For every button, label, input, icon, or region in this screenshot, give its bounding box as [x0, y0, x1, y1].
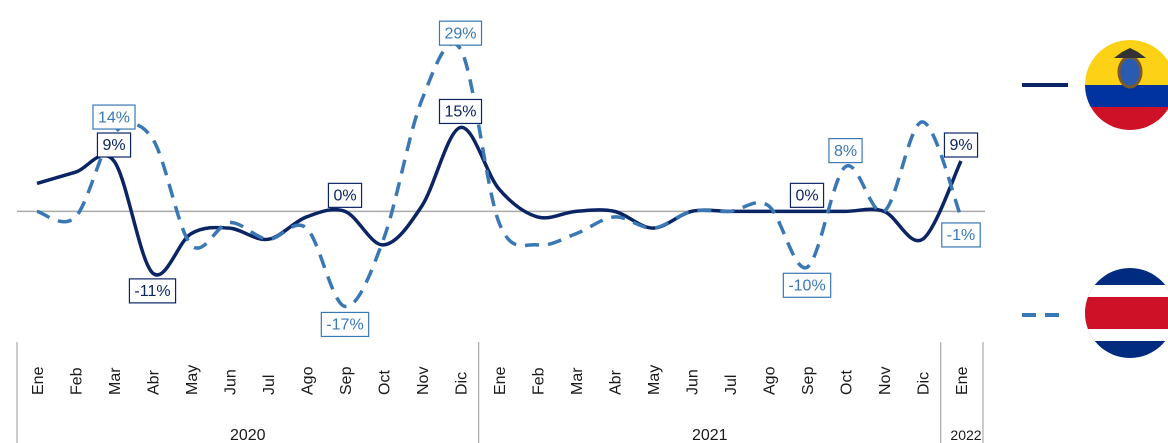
data-label-text: 14%: [98, 109, 130, 126]
data-label: 0%: [789, 182, 825, 208]
x-tick-label: Abr: [146, 369, 163, 395]
x-tick-label: Sep: [800, 366, 817, 395]
x-tick-label: Feb: [69, 367, 86, 395]
year-label: 2020: [230, 427, 266, 443]
data-label-text: -11%: [134, 283, 170, 300]
x-tick-label: Oct: [377, 370, 394, 395]
data-label-text: -17%: [326, 317, 363, 334]
x-tick-label: Nov: [877, 367, 894, 395]
data-label-text: 15%: [444, 104, 476, 121]
series-line: [36, 41, 963, 309]
series-line: [36, 125, 963, 277]
data-label-text: 0%: [333, 188, 356, 205]
x-tick-label: Ene: [30, 366, 47, 395]
data-label-text: 0%: [795, 188, 818, 205]
x-tick-label: Ene: [954, 366, 971, 395]
data-label: 14%: [92, 104, 136, 130]
data-label-box: [941, 222, 981, 248]
x-tick-label: Sep: [338, 366, 355, 395]
x-tick-label: May: [184, 365, 201, 395]
legend: [1022, 40, 1168, 358]
data-label-box: [943, 132, 979, 158]
x-tick-label: Mar: [107, 367, 124, 395]
x-tick-label: Nov: [415, 367, 432, 395]
x-tick-label: Jul: [261, 375, 278, 395]
x-tick-label: Oct: [839, 370, 856, 395]
data-label-box: [327, 182, 363, 208]
data-label-box: [782, 272, 832, 298]
data-label-box: [828, 138, 863, 164]
x-tick-label: Mar: [569, 367, 586, 395]
data-label-text: 29%: [444, 25, 476, 42]
flag-costa-rica: [1085, 268, 1168, 358]
x-tick-label: Ene: [492, 366, 509, 395]
data-label-text: 8%: [834, 143, 857, 160]
data-label-box: [789, 182, 825, 208]
data-label-text: -1%: [947, 227, 975, 244]
data-label-box: [320, 311, 370, 338]
data-label: -10%: [782, 272, 832, 298]
year-label: 2021: [692, 427, 728, 443]
x-tick-label: May: [646, 365, 663, 395]
data-label: 29%: [438, 20, 483, 46]
x-tick-label: Jul: [723, 375, 740, 395]
data-label-text: 9%: [102, 137, 125, 154]
data-label-box: [92, 104, 136, 130]
data-label-text: 9%: [949, 137, 972, 154]
data-label: 15%: [438, 98, 483, 125]
x-tick-label: Jun: [223, 369, 240, 395]
data-label: -11%: [128, 278, 177, 304]
x-tick-label: Ago: [762, 366, 779, 395]
data-label: 9%: [943, 132, 979, 158]
data-label: 9%: [96, 132, 132, 158]
data-label: -17%: [320, 311, 370, 338]
data-label-box: [96, 132, 132, 158]
data-label: 8%: [828, 138, 863, 164]
data-label-box: [128, 278, 177, 304]
x-tick-label: Dic: [916, 372, 933, 395]
data-label: 0%: [327, 182, 363, 208]
x-tick-label: Jun: [685, 369, 702, 395]
data-label-text: -10%: [788, 278, 825, 295]
flag-ecuador: [1085, 40, 1168, 130]
year-label: 2022: [950, 427, 981, 443]
x-tick-label: Feb: [531, 367, 548, 395]
data-label: -1%: [941, 222, 981, 248]
x-tick-label: Ago: [300, 366, 317, 395]
data-label-box: [438, 98, 483, 125]
data-label-box: [438, 20, 483, 46]
x-tick-label: Dic: [454, 372, 471, 395]
x-tick-label: Abr: [608, 369, 625, 395]
